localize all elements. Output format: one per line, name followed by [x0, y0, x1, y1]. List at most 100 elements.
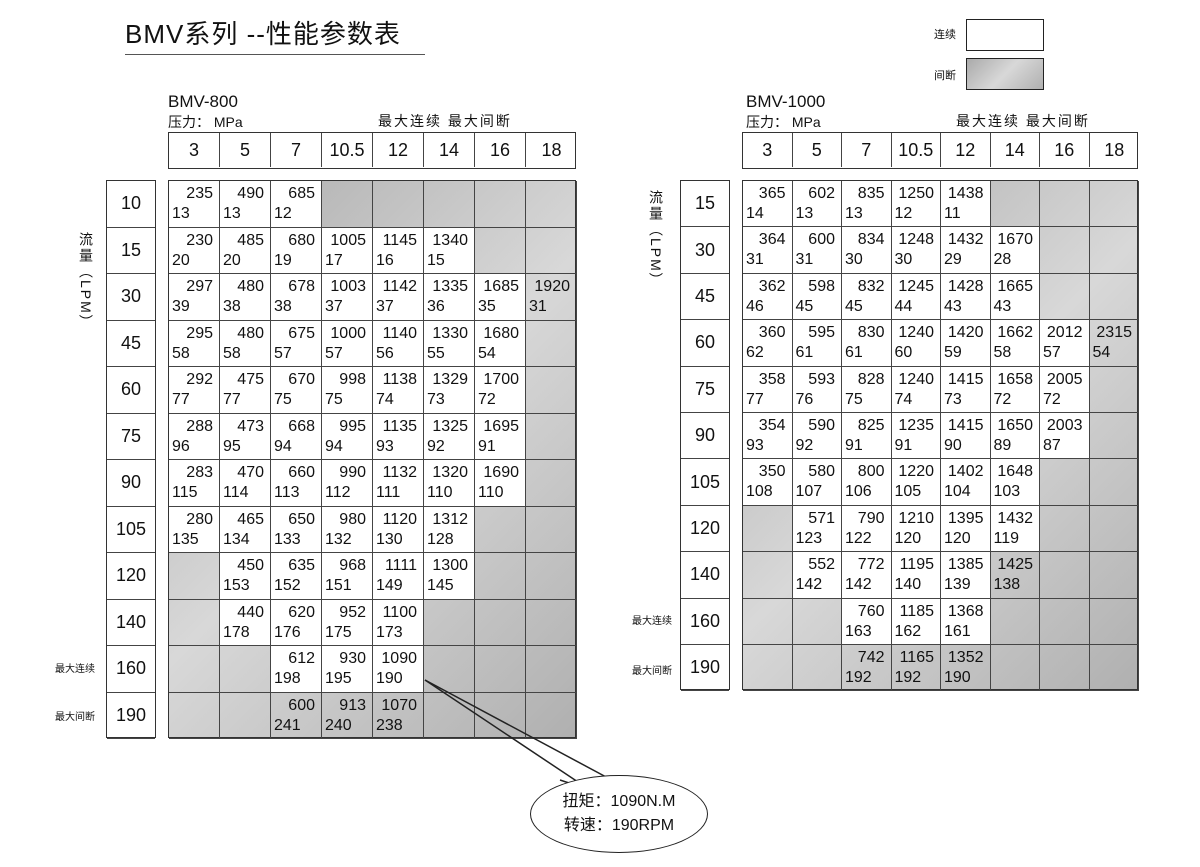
torque-value: 1135 [382, 417, 417, 435]
cell-empty [1089, 273, 1139, 321]
torque-value: 1145 [382, 231, 417, 249]
cell-continuous: 465 134 [220, 506, 271, 553]
cell-empty [1089, 227, 1139, 274]
torque-value: 1235 [898, 417, 934, 434]
cell-empty [424, 646, 475, 693]
torque-value: 362 [758, 277, 786, 295]
torque-value: 1428 [947, 277, 984, 295]
cell-continuous: 835 13 [842, 181, 892, 228]
cell-empty [1089, 552, 1139, 599]
cell-continuous: 490 13 [220, 181, 271, 228]
callout-speed: 转速：190RPM [563, 817, 675, 834]
pressure-header-cell: 5 [793, 133, 842, 167]
speed-value: 120 [944, 529, 971, 547]
cell-continuous: 1138 74 [373, 367, 424, 414]
torque-value: 1195 [899, 556, 934, 574]
speed-value: 76 [795, 390, 814, 408]
cell-continuous: 295 58 [169, 320, 220, 367]
speed-value: 20 [172, 251, 190, 269]
torque-value: 600 [808, 231, 835, 249]
cell-empty [475, 553, 526, 600]
cell-continuous: 235 13 [169, 181, 220, 228]
speed-value: 149 [376, 577, 403, 594]
cell-continuous: 360 62 [743, 320, 793, 367]
cell-continuous: 288 96 [169, 413, 220, 460]
torque-value: 354 [758, 417, 786, 434]
cell-empty [475, 506, 526, 553]
torque-value: 995 [339, 417, 366, 435]
cell-intermittent: 1165 192 [891, 645, 941, 692]
torque-value: 297 [186, 278, 213, 295]
cell-empty [475, 692, 526, 739]
torque-value: 360 [758, 324, 786, 342]
flow-label-cell: 190 [107, 693, 155, 739]
cell-continuous: 571 123 [792, 505, 842, 553]
speed-value: 58 [223, 344, 241, 362]
cell-continuous: 1210 120 [891, 505, 941, 553]
cell-continuous: 1340 15 [424, 227, 475, 274]
speed-value: 12 [894, 205, 913, 222]
speed-value: 139 [944, 576, 971, 594]
cell-continuous: 1438 11 [941, 181, 991, 228]
cell-empty [990, 181, 1040, 228]
speed-value: 92 [427, 437, 445, 455]
flow-label-column: 15 30 45 60 75 90 105 120 140 160 190 [680, 180, 730, 692]
cell-continuous: 834 30 [842, 227, 892, 274]
torque-value: 1665 [997, 277, 1033, 295]
cell-empty [526, 599, 577, 646]
speed-value: 91 [845, 437, 863, 454]
flow-label-cell: 75 [107, 414, 155, 460]
cell-intermittent: 1425 138 [990, 552, 1040, 599]
speed-value: 110 [478, 484, 504, 501]
cell-empty [1089, 459, 1139, 506]
torque-value: 552 [808, 556, 835, 574]
torque-value: 913 [339, 696, 366, 714]
speed-value: 93 [746, 437, 764, 454]
torque-value: 1650 [997, 417, 1033, 434]
torque-value: 1000 [330, 324, 366, 342]
speed-value: 19 [274, 251, 292, 269]
speed-value: 173 [376, 623, 403, 641]
cell-empty [526, 413, 577, 460]
speed-value: 175 [325, 623, 352, 641]
cell-continuous: 952 175 [322, 599, 373, 646]
speed-value: 178 [223, 623, 250, 641]
speed-value: 176 [274, 623, 301, 641]
speed-value: 128 [427, 530, 454, 548]
cell-continuous: 1325 92 [424, 413, 475, 460]
torque-value: 602 [808, 185, 835, 202]
cell-empty [1040, 181, 1090, 228]
side-label-max-continuous: 最大连续 [632, 616, 672, 627]
cell-empty [526, 227, 577, 274]
performance-table: 235 13 490 13 685 12 230 20 485 20 680 19 1005 17 1145… [168, 180, 577, 739]
cell-continuous: 1658 72 [990, 366, 1040, 413]
cell-continuous: 552 142 [792, 552, 842, 599]
torque-value: 742 [857, 649, 885, 666]
speed-value: 73 [427, 391, 445, 408]
flow-label-cell: 105 [681, 459, 729, 506]
cell-intermittent: 600 241 [271, 692, 322, 739]
cell-empty [526, 320, 577, 367]
cell-continuous: 602 13 [792, 181, 842, 228]
cell-empty [169, 646, 220, 693]
torque-value: 580 [808, 463, 835, 481]
torque-value: 440 [237, 603, 264, 621]
speed-value: 20 [223, 251, 241, 269]
speed-value: 11 [944, 205, 961, 222]
cell-continuous: 1685 35 [475, 274, 526, 321]
torque-value: 590 [808, 417, 835, 434]
speed-value: 13 [845, 205, 863, 222]
cell-continuous: 1248 30 [891, 227, 941, 274]
cell-continuous: 1220 105 [891, 459, 941, 506]
flow-label-cell: 15 [107, 228, 155, 274]
torque-value: 475 [237, 371, 264, 388]
speed-value: 162 [894, 622, 922, 640]
cell-continuous: 1428 43 [941, 273, 991, 321]
torque-value: 2012 [1046, 324, 1083, 342]
cell-continuous: 1415 90 [941, 413, 991, 460]
cell-continuous: 668 94 [271, 413, 322, 460]
cell-continuous: 1240 74 [891, 366, 941, 413]
flow-label-cell: 15 [681, 181, 729, 228]
torque-value: 1138 [382, 371, 417, 388]
